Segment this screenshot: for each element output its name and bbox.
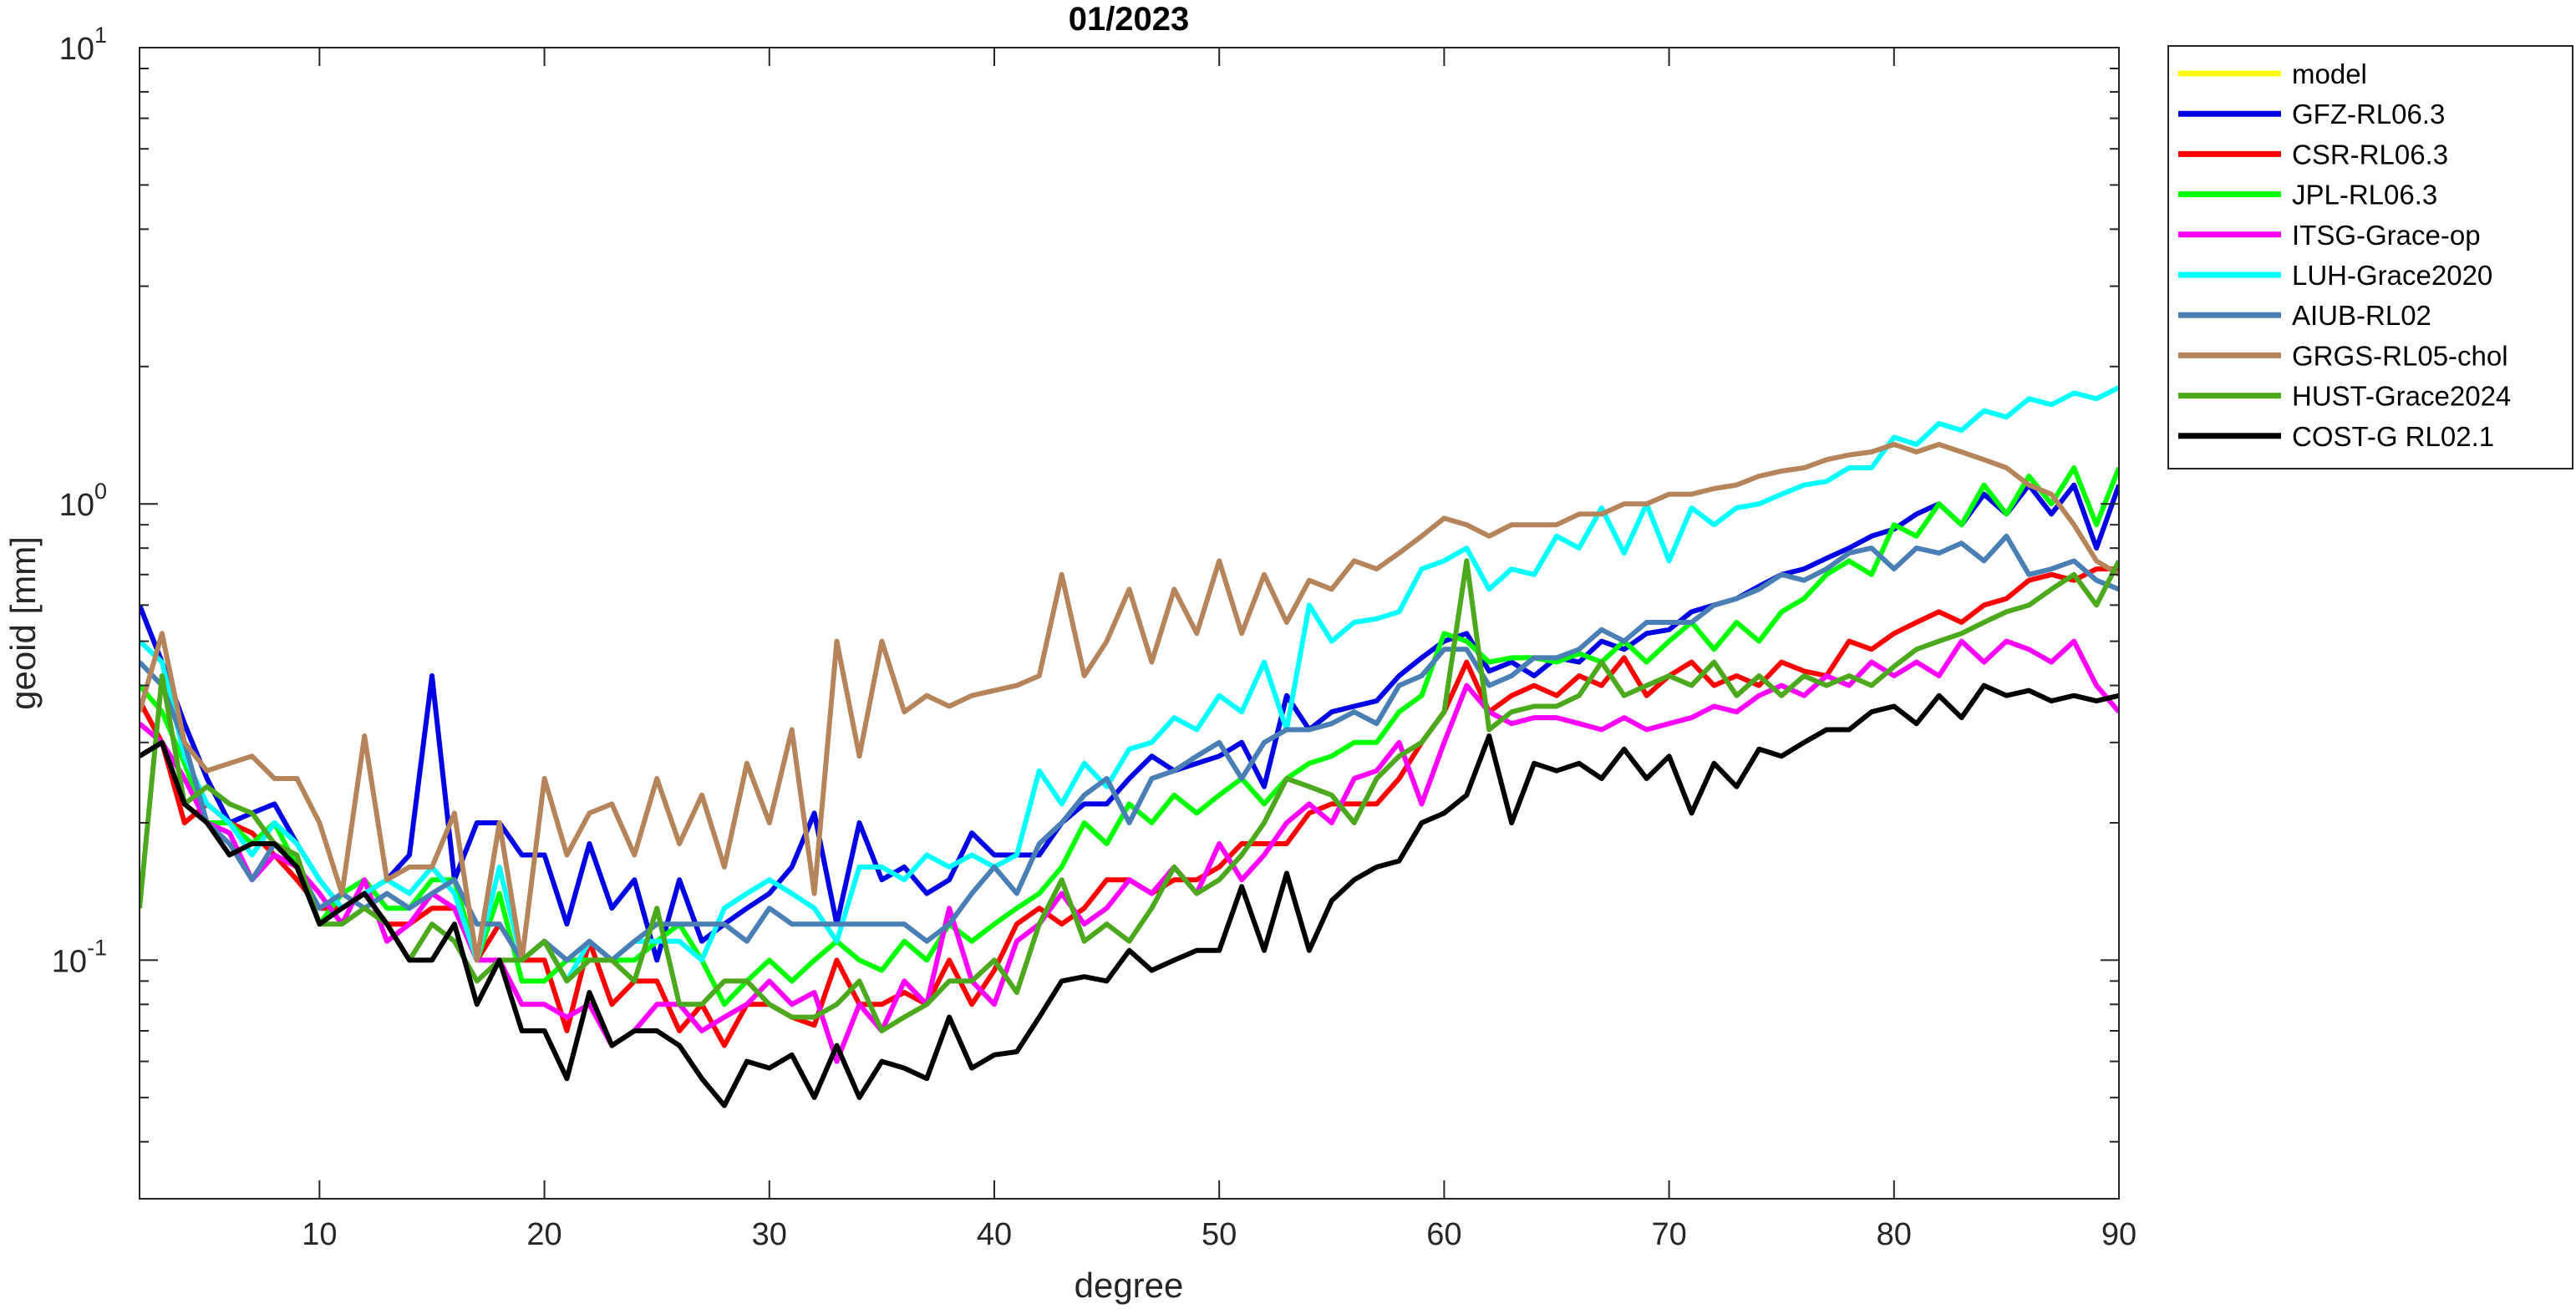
x-tick-label: 80 — [1877, 1217, 1912, 1252]
series-line — [140, 558, 2119, 1033]
legend-label: HUST-Grace2024 — [2292, 381, 2511, 412]
legend-label: AIUB-RL02 — [2292, 300, 2431, 331]
legend-label: LUH-Grace2020 — [2292, 260, 2492, 291]
legend-label: ITSG-Grace-op — [2292, 220, 2481, 251]
chart-title: 01/2023 — [1069, 1, 1190, 38]
y-tick-label: 10-1 — [52, 935, 107, 979]
y-tick-exponent: -1 — [87, 935, 107, 960]
x-tick-label: 90 — [2101, 1217, 2137, 1252]
legend-label: GRGS-RL05-chol — [2292, 340, 2508, 371]
axes-box — [139, 47, 2120, 1200]
x-tick-label: 70 — [1651, 1217, 1686, 1252]
y-tick-label: 101 — [59, 23, 107, 67]
series-line — [140, 682, 2119, 1109]
y-tick-base: 10 — [59, 488, 94, 523]
legend-label: JPL-RL06.3 — [2292, 180, 2437, 211]
y-tick-exponent: 1 — [94, 23, 107, 48]
legend-label: CSR-RL06.3 — [2292, 139, 2448, 170]
x-tick-label: 40 — [977, 1217, 1012, 1252]
y-tick-exponent: 0 — [94, 479, 107, 504]
y-axis-label: geoid [mm] — [3, 536, 43, 710]
series-line — [140, 482, 2119, 963]
series-line — [140, 442, 2119, 963]
x-tick-label: 20 — [526, 1217, 561, 1252]
y-tick-base: 10 — [59, 32, 94, 67]
series-line — [140, 385, 2119, 984]
legend-label: GFZ-RL06.3 — [2292, 99, 2445, 129]
x-tick-label: 60 — [1426, 1217, 1461, 1252]
x-axis-label: degree — [1075, 1266, 1184, 1305]
legend-label: COST-G RL02.1 — [2292, 421, 2494, 452]
legend-label: model — [2292, 58, 2367, 89]
x-tick-label: 50 — [1202, 1217, 1237, 1252]
y-tick-label: 100 — [59, 479, 107, 523]
x-tick-label: 10 — [302, 1217, 337, 1252]
y-tick-base: 10 — [52, 944, 87, 979]
x-tick-label: 30 — [752, 1217, 787, 1252]
